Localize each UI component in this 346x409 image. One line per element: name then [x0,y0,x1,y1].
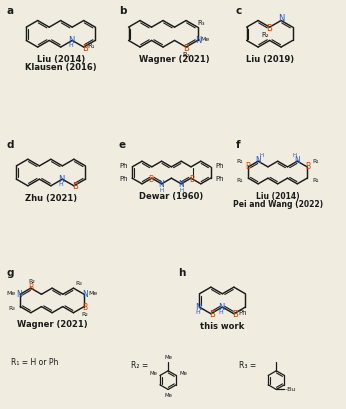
Text: H: H [218,310,223,315]
Text: B: B [82,43,88,52]
Text: R₁: R₁ [88,43,95,49]
Text: R₃: R₃ [198,20,205,26]
Text: Me: Me [164,393,172,398]
Text: R₁: R₁ [236,178,243,183]
Text: R₁: R₁ [236,160,243,164]
Text: Me: Me [164,355,172,360]
Text: Wagner (2021): Wagner (2021) [139,55,210,64]
Text: b: b [119,6,126,16]
Text: B: B [148,175,153,184]
Text: N: N [159,180,164,189]
Text: g: g [7,268,14,278]
Text: Dewar (1960): Dewar (1960) [139,192,203,201]
Text: N: N [278,14,284,23]
Text: H: H [292,153,297,158]
Text: R₂: R₂ [262,32,270,38]
Text: N: N [82,290,88,299]
Text: N: N [195,303,202,312]
Text: R₂: R₂ [28,279,35,284]
Text: H: H [259,153,263,158]
Text: Ph: Ph [215,163,224,169]
Text: H: H [195,310,200,315]
Text: Me: Me [179,371,187,376]
Text: R₃: R₃ [75,281,82,286]
Text: R₃: R₃ [8,306,15,311]
Text: R₃ =: R₃ = [239,362,257,371]
Text: B: B [82,303,88,312]
Text: N: N [16,290,22,299]
Text: Pei and Wang (2022): Pei and Wang (2022) [233,200,323,209]
Text: B: B [245,162,250,171]
Text: R₂: R₂ [182,52,190,58]
Text: B: B [72,182,78,191]
Text: f: f [236,140,240,150]
Text: d: d [7,140,14,150]
Text: Klausen (2016): Klausen (2016) [25,63,97,72]
Text: H: H [68,43,73,48]
Text: N: N [68,36,74,45]
Text: Ph: Ph [238,310,247,316]
Text: H: H [179,188,183,193]
Text: R₁: R₁ [312,160,319,164]
Text: B: B [209,310,215,319]
Text: h: h [178,268,185,278]
Text: H: H [58,182,63,187]
Text: Ph: Ph [119,163,128,169]
Text: Liu (2019): Liu (2019) [246,55,294,64]
Text: Me: Me [88,291,98,296]
Text: B: B [266,24,272,33]
Text: Liu (2014): Liu (2014) [37,55,85,64]
Text: N: N [255,156,261,165]
Text: R₂ =: R₂ = [131,362,148,371]
Text: c: c [236,6,242,16]
Text: B: B [189,175,194,184]
Text: N: N [218,303,225,312]
Text: a: a [7,6,14,16]
Text: N: N [294,156,300,165]
Text: Me: Me [7,291,16,296]
Text: B: B [28,283,33,292]
Text: Me: Me [149,371,157,376]
Text: R₂: R₂ [82,312,89,317]
Text: e: e [119,140,126,150]
Text: this work: this work [200,321,245,330]
Text: Ph: Ph [215,176,224,182]
Text: B: B [232,310,238,319]
Text: Ph: Ph [119,176,128,182]
Text: B: B [183,43,189,52]
Text: N: N [58,175,65,184]
Text: N: N [178,180,184,189]
Text: –Bu: –Bu [284,387,296,392]
Text: Zhu (2021): Zhu (2021) [25,193,77,202]
Text: N: N [195,36,202,45]
Text: R₁: R₁ [312,178,319,183]
Text: B: B [306,162,311,171]
Text: H: H [160,188,164,193]
Text: Liu (2014): Liu (2014) [256,192,300,201]
Text: Me: Me [201,37,210,42]
Text: Wagner (2021): Wagner (2021) [17,319,88,328]
Text: R₁ = H or Ph: R₁ = H or Ph [11,358,58,367]
